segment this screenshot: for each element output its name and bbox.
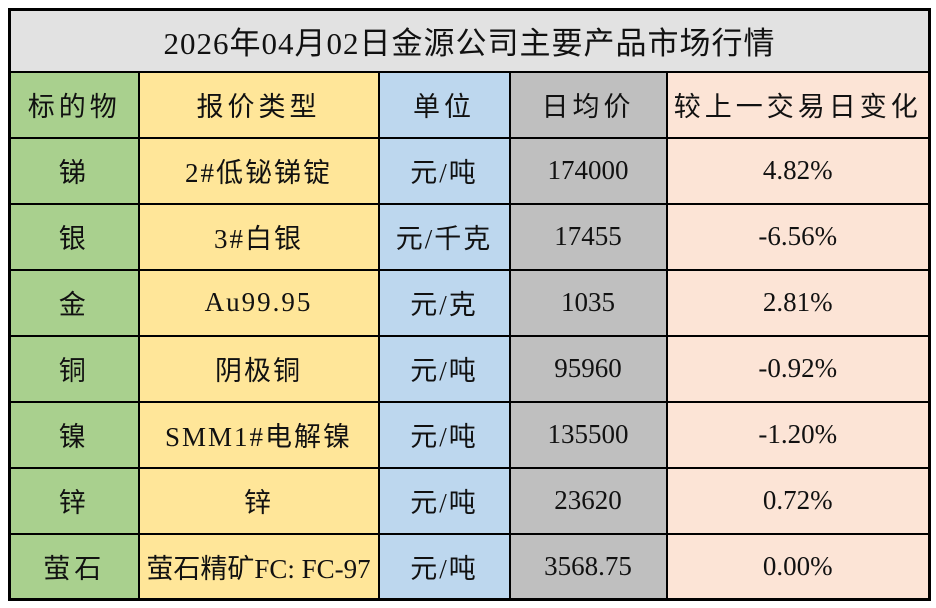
col-header-change: 较上一交易日变化 [665,70,931,139]
cell-subject: 金 [8,268,140,337]
cell-avg-price: 17455 [508,202,668,271]
cell-quote-type: 阴极铜 [137,334,380,403]
cell-avg-price: 135500 [508,400,668,469]
cell-change: 0.00% [665,532,931,601]
header-row: 标的物 报价类型 单位 日均价 较上一交易日变化 [8,70,931,139]
cell-change: -0.92% [665,334,931,403]
cell-quote-type: 锌 [137,466,380,535]
table-row: 锑 2#低铋锑锭 元/吨 174000 4.82% [8,136,931,205]
cell-avg-price: 95960 [508,334,668,403]
cell-unit: 元/吨 [377,466,511,535]
cell-unit: 元/千克 [377,202,511,271]
cell-unit: 元/吨 [377,136,511,205]
cell-unit: 元/吨 [377,334,511,403]
cell-change: 0.72% [665,466,931,535]
cell-quote-type: SMM1#电解镍 [137,400,380,469]
table-row: 镍 SMM1#电解镍 元/吨 135500 -1.20% [8,400,931,469]
title-row: 2026年04月02日金源公司主要产品市场行情 [8,8,931,73]
cell-subject: 铜 [8,334,140,403]
table-row: 金 Au99.95 元/克 1035 2.81% [8,268,931,337]
table-row: 萤石 萤石精矿FC: FC-97 元/吨 3568.75 0.00% [8,532,931,601]
cell-quote-type: 萤石精矿FC: FC-97 [137,532,380,601]
cell-avg-price: 174000 [508,136,668,205]
cell-unit: 元/吨 [377,400,511,469]
cell-subject: 锑 [8,136,140,205]
cell-quote-type: Au99.95 [137,268,380,337]
cell-quote-type: 2#低铋锑锭 [137,136,380,205]
col-header-quote-type: 报价类型 [137,70,380,139]
cell-subject: 镍 [8,400,140,469]
cell-avg-price: 23620 [508,466,668,535]
cell-subject: 萤石 [8,532,140,601]
table-title: 2026年04月02日金源公司主要产品市场行情 [8,8,931,73]
cell-change: -6.56% [665,202,931,271]
cell-avg-price: 3568.75 [508,532,668,601]
cell-change: 4.82% [665,136,931,205]
cell-subject: 锌 [8,466,140,535]
cell-change: -1.20% [665,400,931,469]
table-row: 锌 锌 元/吨 23620 0.72% [8,466,931,535]
table-row: 铜 阴极铜 元/吨 95960 -0.92% [8,334,931,403]
cell-unit: 元/克 [377,268,511,337]
cell-change: 2.81% [665,268,931,337]
table-row: 银 3#白银 元/千克 17455 -6.56% [8,202,931,271]
cell-subject: 银 [8,202,140,271]
market-quotes-table: 2026年04月02日金源公司主要产品市场行情 标的物 报价类型 单位 日均价 … [8,8,932,601]
col-header-unit: 单位 [377,70,511,139]
cell-quote-type: 3#白银 [137,202,380,271]
col-header-avg-price: 日均价 [508,70,668,139]
col-header-subject: 标的物 [8,70,140,139]
cell-unit: 元/吨 [377,532,511,601]
cell-avg-price: 1035 [508,268,668,337]
